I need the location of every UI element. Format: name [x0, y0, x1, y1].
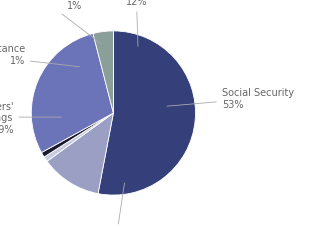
Wedge shape: [31, 34, 113, 153]
Wedge shape: [93, 32, 113, 114]
Text: Other
12%: Other 12%: [123, 0, 150, 47]
Text: Social Security
53%: Social Security 53%: [167, 88, 294, 110]
Wedge shape: [42, 114, 113, 157]
Text: Supplemental Security
Income
4%: Supplemental Security Income 4%: [60, 183, 171, 227]
Text: Other public assistance
1%: Other public assistance 1%: [0, 44, 79, 67]
Wedge shape: [47, 114, 113, 194]
Wedge shape: [44, 114, 113, 162]
Text: Property income
1%: Property income 1%: [2, 0, 101, 45]
Text: Family members'
earnings
29%: Family members' earnings 29%: [0, 101, 61, 134]
Wedge shape: [98, 32, 196, 195]
